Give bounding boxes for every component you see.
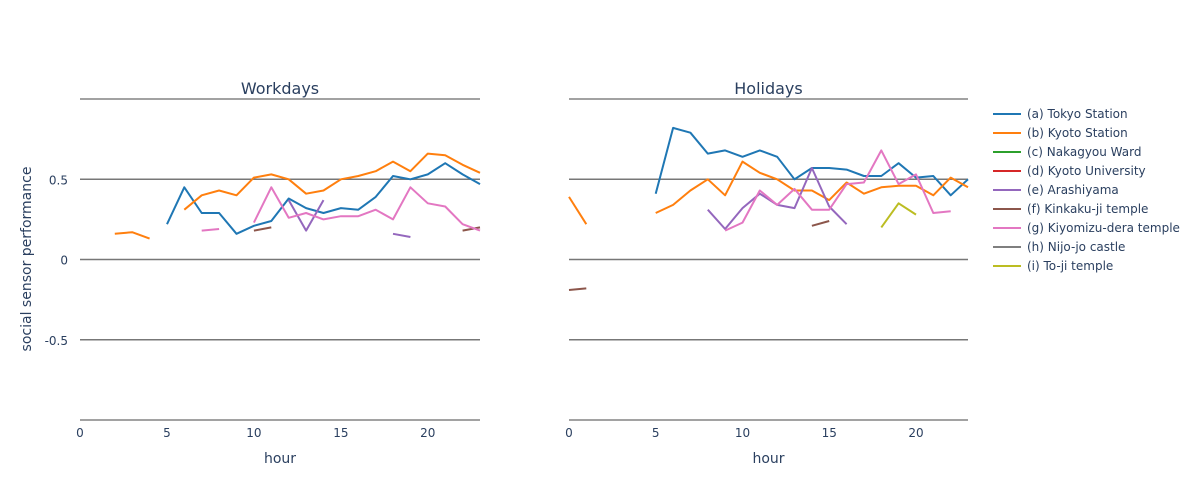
x-tick-label: 15: [822, 426, 837, 440]
series-line--g-kiyomizu-dera-temple: [724, 149, 951, 232]
x-tick-label: 10: [246, 426, 261, 440]
y-tick-label: -0.5: [45, 334, 68, 348]
panel-title: Workdays: [241, 79, 319, 98]
series-line--b-kyoto-station: [183, 152, 481, 211]
series-line--g-kiyomizu-dera-temple: [201, 228, 220, 232]
series-line--g-kiyomizu-dera-temple: [253, 186, 481, 232]
legend-label: (d) Kyoto University: [1027, 164, 1146, 178]
x-tick-label: 5: [652, 426, 660, 440]
series-line--f-kinkaku-ji-temple: [568, 287, 587, 291]
legend-label: (b) Kyoto Station: [1027, 126, 1128, 140]
legend-label: (f) Kinkaku-ji temple: [1027, 202, 1148, 216]
panel-workdays: -0.5 0 0.5 0 5 10 15 20 Workdays hour: [45, 79, 481, 467]
series-line--e-arashiyama: [287, 199, 325, 232]
x-tick-label: 15: [333, 426, 348, 440]
y-axis-label: social sensor performance: [19, 167, 35, 352]
y-tick-label: 0.5: [49, 173, 68, 187]
series-line--a-tokyo-station: [166, 162, 481, 235]
legend-item[interactable]: (f) Kinkaku-ji temple: [993, 202, 1148, 216]
series-line--f-kinkaku-ji-temple: [253, 226, 272, 232]
chart-panels: -0.5 0 0.5 0 5 10 15 20 Workdays hour 0 5 10 15 20 Holi…: [45, 79, 969, 467]
legend-label: (a) Tokyo Station: [1027, 107, 1128, 121]
x-axis-label: hour: [264, 451, 296, 467]
series-line--b-kyoto-station: [114, 231, 150, 240]
legend-item[interactable]: (b) Kyoto Station: [993, 126, 1128, 140]
x-tick-label: 0: [565, 426, 573, 440]
series-line--b-kyoto-station: [568, 196, 588, 225]
legend[interactable]: (a) Tokyo Station (b) Kyoto Station (c) Na…: [993, 107, 1180, 273]
legend-item[interactable]: (i) To-ji temple: [993, 259, 1113, 273]
series-line--i-to-ji-temple: [880, 202, 917, 228]
legend-label: (h) Nijo-jo castle: [1027, 240, 1125, 254]
series-line--e-arashiyama: [707, 167, 848, 230]
series-line--e-arashiyama: [392, 232, 411, 238]
legend-item[interactable]: (e) Arashiyama: [993, 183, 1119, 197]
legend-label: (g) Kiyomizu-dera temple: [1027, 221, 1180, 235]
x-tick-label: 20: [908, 426, 923, 440]
legend-label: (i) To-ji temple: [1027, 259, 1113, 273]
series-line--f-kinkaku-ji-temple: [811, 220, 830, 227]
legend-item[interactable]: (c) Nakagyou Ward: [993, 145, 1141, 159]
x-tick-label: 0: [76, 426, 84, 440]
x-tick-label: 20: [420, 426, 435, 440]
legend-item[interactable]: (g) Kiyomizu-dera temple: [993, 221, 1180, 235]
y-tick-label: 0: [60, 254, 68, 268]
x-axis-label: hour: [752, 451, 784, 467]
panel-title: Holidays: [734, 79, 802, 98]
legend-item[interactable]: (a) Tokyo Station: [993, 107, 1128, 121]
legend-item[interactable]: (h) Nijo-jo castle: [993, 240, 1125, 254]
panel-holidays: 0 5 10 15 20 Holidays hour: [565, 79, 969, 467]
x-tick-label: 10: [735, 426, 750, 440]
legend-label: (e) Arashiyama: [1027, 183, 1119, 197]
series-line--b-kyoto-station: [655, 160, 969, 214]
x-tick-label: 5: [163, 426, 171, 440]
series-line--f-kinkaku-ji-temple: [462, 226, 481, 232]
legend-item[interactable]: (d) Kyoto University: [993, 164, 1146, 178]
legend-label: (c) Nakagyou Ward: [1027, 145, 1141, 159]
